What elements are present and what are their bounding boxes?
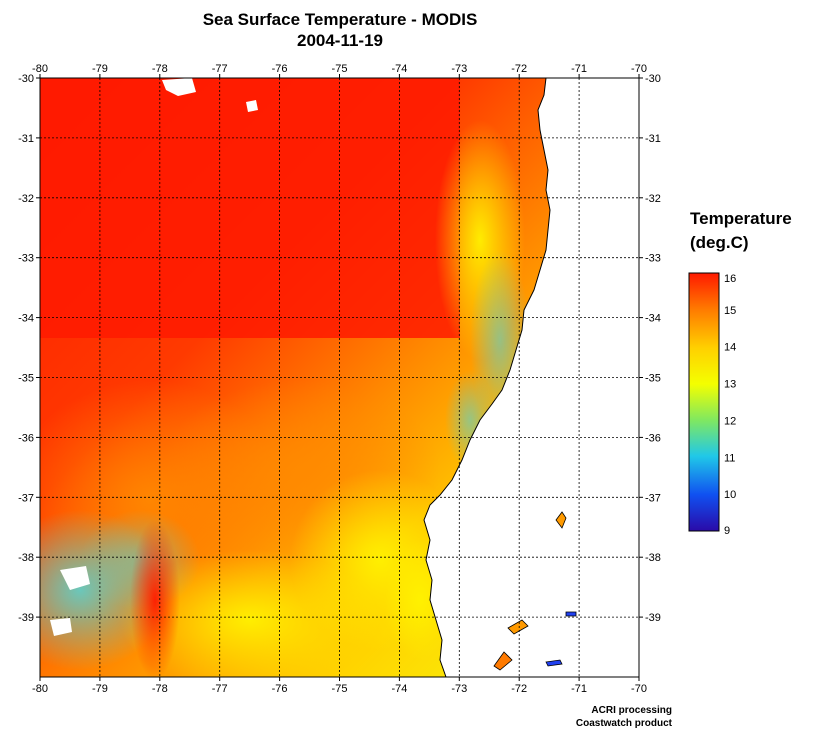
lat-label-left: -32 [18,193,34,205]
legend-units: (deg.C) [690,233,749,252]
sst-raster [40,78,639,677]
lat-label-right: -31 [645,133,661,145]
island [493,651,513,671]
map-date: 2004-11-19 [296,31,384,50]
lon-label-bottom: -76 [272,683,288,695]
lat-label-right: -30 [645,73,661,85]
lon-label-bottom: -78 [152,683,168,695]
lon-label-top: -75 [332,63,348,75]
lon-label-top: -71 [571,63,587,75]
cloud-gap [50,618,72,636]
lon-label-top: -80 [32,63,48,75]
lon-label-bottom: -79 [92,683,108,695]
island [555,511,567,529]
lat-label-right: -34 [645,313,661,325]
legend-tick-label: 10 [724,489,736,501]
lat-label-left: -35 [18,373,34,385]
lon-label-top: -74 [391,63,407,75]
legend-labels: 16 15 14 13 12 11 10 9 [724,273,736,537]
legend-title: Temperature [690,209,792,228]
lon-label-top: -79 [92,63,108,75]
lat-label-right: -33 [645,253,661,265]
lat-label-right: -36 [645,432,661,444]
lat-label-left: -37 [18,492,34,504]
legend-colorbar [688,272,720,532]
lon-label-bottom: -77 [212,683,228,695]
lat-label-left: -34 [18,313,34,325]
legend-tick-label: 15 [724,305,736,317]
legend-tick-label: 9 [724,525,730,537]
lon-label-top: -78 [152,63,168,75]
lon-label-bottom: -72 [511,683,527,695]
lat-label-left: -33 [18,253,34,265]
lat-label-right: -37 [645,492,661,504]
legend-tick-label: 11 [724,452,735,464]
lat-label-right: -39 [645,612,661,624]
legend-tick-label: 16 [724,273,736,285]
lon-label-top: -72 [511,63,527,75]
lat-label-right: -38 [645,552,661,564]
lat-label-left: -36 [18,432,34,444]
cloud-gap [60,566,90,590]
lon-label-bottom: -73 [451,683,467,695]
cloud-gap [246,100,258,112]
lat-label-left: -31 [18,133,34,145]
lat-label-right: -35 [645,373,661,385]
legend-tick-label: 13 [724,379,736,391]
axis-ticks [36,74,643,681]
legend-tick-label: 14 [724,342,736,354]
lon-label-top: -76 [272,63,288,75]
credit-processing: ACRI processing [591,705,672,716]
map-title: Sea Surface Temperature - MODIS [202,10,478,29]
island [565,611,577,617]
island [545,659,563,667]
legend-tick-label: 12 [724,415,736,427]
island [507,619,529,635]
lat-label-left: -30 [18,73,34,85]
cloud-gap [162,78,196,96]
lon-label-bottom: -80 [32,683,48,695]
lat-label-left: -39 [18,612,34,624]
lon-label-bottom: -70 [631,683,647,695]
lon-label-top: -77 [212,63,228,75]
axis-tick-labels: -80 -80 -79 -79 -78 -78 -77 -77 -76 -76 -75 -75 -74 -… [18,63,661,695]
credit-product: Coastwatch product [575,718,672,729]
lat-label-left: -38 [18,552,34,564]
lon-label-top: -70 [631,63,647,75]
lon-label-bottom: -71 [571,683,587,695]
lat-label-right: -32 [645,193,661,205]
land-mask [423,78,639,677]
lon-label-bottom: -74 [391,683,407,695]
lon-label-top: -73 [451,63,467,75]
lon-label-bottom: -75 [332,683,348,695]
